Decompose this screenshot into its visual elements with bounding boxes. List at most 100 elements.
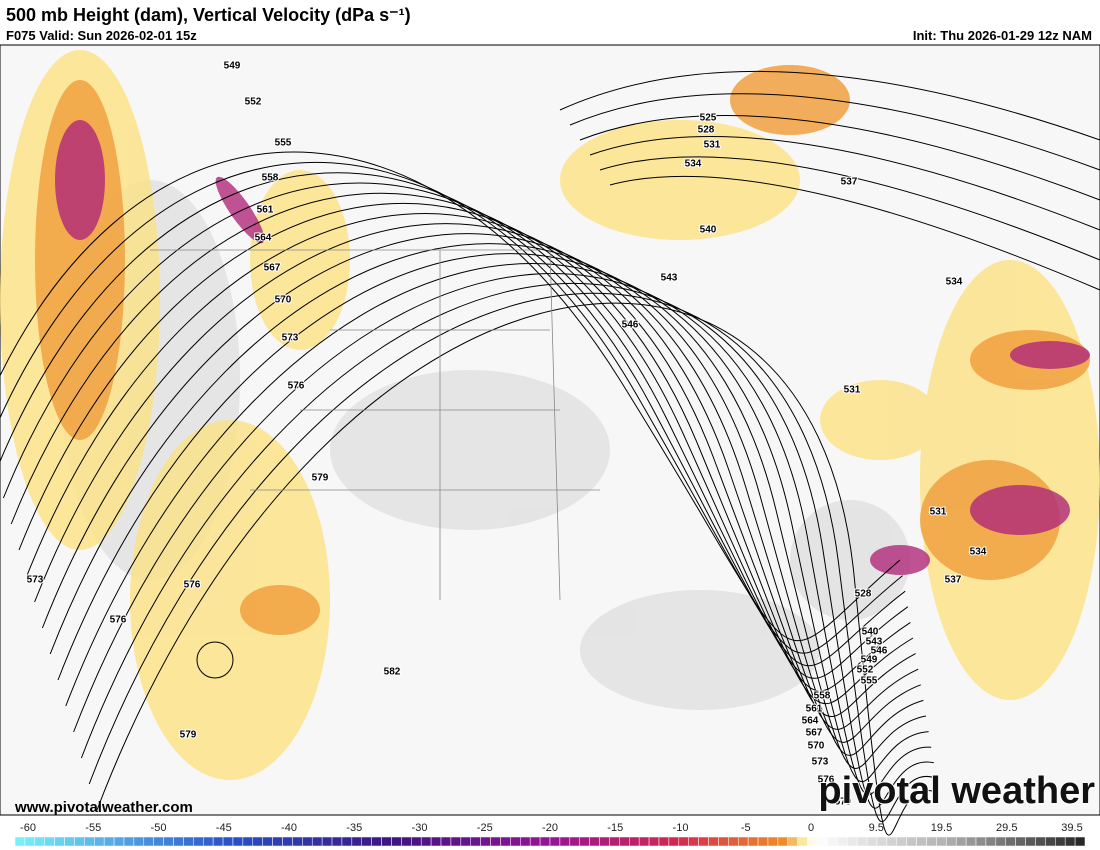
colorbar-cell: [767, 836, 779, 847]
colorbar-cell: [975, 836, 987, 847]
valid-time: F075 Valid: Sun 2026-02-01 15z: [6, 28, 197, 43]
colorbar-cell: [1025, 836, 1036, 847]
colorbar-cell: [985, 836, 997, 847]
colorbar-cell: [113, 836, 125, 847]
colorbar-cell: [351, 836, 363, 847]
colorbar-cell: [24, 836, 36, 847]
contour-label: 564: [802, 716, 819, 727]
colorbar-cell: [460, 836, 471, 847]
colorbar-cell: [856, 836, 868, 847]
colorbar-cell: [906, 836, 917, 847]
contour-label: 534: [970, 547, 987, 558]
height-contour: [80, 283, 934, 809]
colorbar-cell: [480, 836, 491, 847]
contour-label: 573: [812, 757, 829, 768]
colorbar-cell: [629, 836, 640, 847]
colorbar-cell: [163, 836, 174, 847]
colorbar-cell: [510, 836, 521, 847]
contour-label: 576: [288, 381, 305, 392]
colorbar-cell: [718, 836, 729, 847]
colorbar-cell: [777, 836, 789, 847]
colorbar-cell: [84, 836, 95, 847]
height-contour: [65, 263, 929, 783]
colorbar-cell: [1015, 836, 1026, 847]
colorbar-tick-label: -60: [20, 822, 36, 834]
colorbar-cell: [688, 836, 699, 847]
contour-label: 531: [930, 507, 947, 518]
contour-label: 579: [180, 730, 197, 741]
colorbar-cell: [916, 836, 927, 847]
height-contour: [18, 202, 914, 705]
colorbar-tick-label: -50: [151, 822, 167, 834]
contour-label: 546: [622, 320, 639, 331]
colorbar-cell: [331, 836, 343, 847]
colorbar-cell: [1064, 836, 1076, 847]
colorbar-cell: [807, 836, 818, 847]
contour-label: 579: [835, 797, 852, 808]
contour-label: 558: [262, 173, 279, 184]
colorbar-cell: [490, 836, 501, 847]
colorbar-cell: [54, 836, 65, 847]
colorbar-cell: [599, 836, 610, 847]
colorbar-tick-label: -20: [542, 822, 558, 834]
colorbar-cell: [252, 836, 263, 847]
colorbar-cell: [361, 836, 372, 847]
colorbar-tick-label: 0: [808, 822, 814, 834]
colorbar-cell: [648, 836, 660, 847]
colorbar-cell: [193, 836, 204, 847]
height-contour: [26, 213, 916, 717]
colorbar-cell: [470, 836, 481, 847]
height-contour: [579, 115, 1100, 201]
colorbar-cell: [846, 836, 858, 847]
colorbar-cell: [797, 836, 808, 847]
colorbar-tick-label: -15: [607, 822, 623, 834]
colorbar-cell: [569, 836, 580, 847]
colorbar-cell: [450, 836, 462, 847]
colorbar-cell: [103, 836, 115, 847]
colorbar-cell: [638, 836, 650, 847]
website: www.pivotalweather.com: [14, 799, 193, 816]
colorbar-cell: [321, 836, 333, 847]
colorbar-cell: [658, 836, 670, 847]
colorbar-cell: [579, 836, 590, 847]
colorbar-cell: [529, 836, 541, 847]
colorbar-cell: [430, 836, 442, 847]
contour-label: 576: [110, 615, 127, 626]
colorbar-cell: [708, 836, 719, 847]
height-contour: [569, 93, 1100, 171]
colorbar-tick-label: 39.5: [1061, 822, 1082, 834]
contour-label: 567: [806, 728, 823, 739]
height-contour: [49, 243, 924, 756]
colorbar-cell: [737, 836, 749, 847]
contour-label: 546: [871, 646, 888, 657]
colorbar-cell: [292, 836, 303, 847]
height-contour: [73, 273, 932, 796]
height-contour: [2, 182, 909, 679]
colorbar-cell: [787, 836, 798, 847]
height-contour: [609, 175, 1100, 291]
colorbar: -60 -55 -50 -45 -40 -35 -30 -25 -20 -15 -10 -5 0 9.5 1…: [14, 822, 1086, 847]
colorbar-cell: [440, 836, 452, 847]
contour-label: 540: [700, 225, 717, 236]
height-contour: [41, 233, 921, 743]
contour-label: 579: [312, 473, 329, 484]
colorbar-cell: [212, 836, 224, 847]
colorbar-cell: [965, 836, 977, 847]
colorbar-cell: [896, 836, 907, 847]
colorbar-cell: [1074, 836, 1086, 847]
colorbar-cell: [262, 836, 273, 847]
colorbar-cell: [955, 836, 967, 847]
colorbar-cell: [1055, 836, 1066, 847]
contour-label: 555: [861, 676, 878, 687]
contour-label: 534: [946, 277, 963, 288]
contour-label: 561: [806, 704, 823, 715]
colorbar-cell: [282, 836, 293, 847]
contour-label: 528: [698, 125, 715, 136]
colorbar-cell: [698, 836, 709, 847]
colorbar-cell: [371, 836, 382, 847]
height-contour: [0, 162, 903, 654]
contour-label: 531: [844, 385, 861, 396]
contour-label: 543: [866, 637, 883, 648]
colorbar-cell: [1045, 836, 1056, 847]
